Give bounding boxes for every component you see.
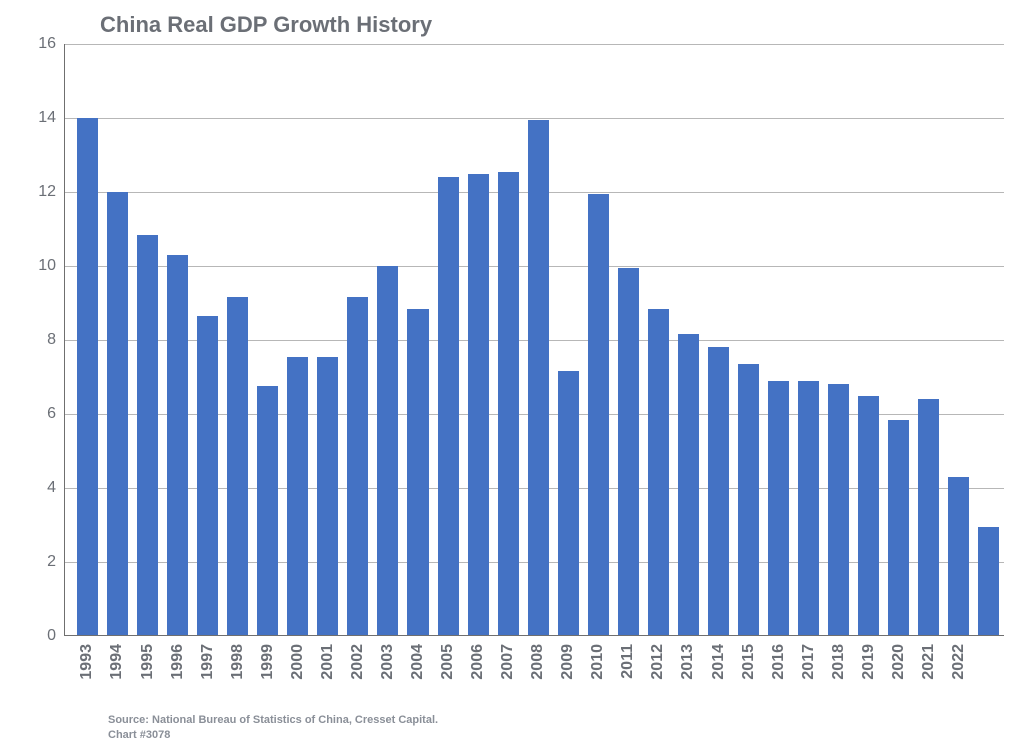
x-tick-label: 2003 xyxy=(379,644,397,680)
x-tick-label: 2014 xyxy=(710,644,728,680)
bar xyxy=(137,235,158,636)
y-tick-label: 12 xyxy=(38,183,64,201)
bar xyxy=(197,316,218,636)
x-tick-label: 1994 xyxy=(108,644,126,680)
source-line-2: Chart #3078 xyxy=(108,729,170,741)
bar xyxy=(287,357,308,636)
bar xyxy=(468,174,489,637)
x-tick-label: 1997 xyxy=(199,644,217,680)
x-tick-label: 2006 xyxy=(469,644,487,680)
bar xyxy=(107,192,128,636)
y-tick-label: 8 xyxy=(47,331,64,349)
bar xyxy=(167,255,188,636)
bar xyxy=(978,527,999,636)
bar xyxy=(347,297,368,636)
x-tick-label: 1993 xyxy=(78,644,96,680)
bar xyxy=(77,118,98,636)
gdp-bar-chart: China Real GDP Growth History 0246810121… xyxy=(0,0,1024,742)
bar xyxy=(768,381,789,636)
x-tick-label: 2009 xyxy=(559,644,577,680)
x-tick-label: 2007 xyxy=(499,644,517,680)
bar xyxy=(648,309,669,636)
x-tick-label: 2016 xyxy=(770,644,788,680)
x-tick-label: 1999 xyxy=(259,644,277,680)
y-tick-label: 2 xyxy=(47,553,64,571)
x-tick-label: 2017 xyxy=(800,644,818,680)
bar xyxy=(678,334,699,636)
x-tick-label: 2022 xyxy=(950,644,968,680)
x-tick-label: 2005 xyxy=(439,644,457,680)
bar xyxy=(227,297,248,636)
bar xyxy=(828,384,849,636)
source-line-1: Source: National Bureau of Statistics of… xyxy=(108,714,438,726)
bar xyxy=(948,477,969,636)
bar xyxy=(618,268,639,636)
x-tick-label: 2021 xyxy=(920,644,938,680)
x-axis-line xyxy=(64,635,1004,636)
x-tick-label: 2019 xyxy=(860,644,878,680)
bar xyxy=(588,194,609,636)
bar xyxy=(888,420,909,636)
y-tick-label: 4 xyxy=(47,479,64,497)
x-tick-label: 2015 xyxy=(740,644,758,680)
bar xyxy=(798,381,819,636)
x-tick-label: 2010 xyxy=(589,644,607,680)
x-tick-label: 2004 xyxy=(409,644,427,680)
bar xyxy=(708,347,729,636)
y-tick-label: 0 xyxy=(47,627,64,645)
bar xyxy=(738,364,759,636)
bar xyxy=(498,172,519,636)
x-tick-label: 1998 xyxy=(229,644,247,680)
bar xyxy=(528,120,549,636)
x-tick-label: 2012 xyxy=(649,644,667,680)
x-tick-label: 2013 xyxy=(679,644,697,680)
bars-container xyxy=(64,44,1004,636)
bar xyxy=(918,399,939,636)
x-tick-label: 2000 xyxy=(289,644,307,680)
bar xyxy=(317,357,338,636)
x-tick-label: 2008 xyxy=(529,644,547,680)
bar xyxy=(558,371,579,636)
y-tick-label: 16 xyxy=(38,35,64,53)
x-tick-label: 2002 xyxy=(349,644,367,680)
x-tick-label: 2018 xyxy=(830,644,848,680)
y-tick-label: 10 xyxy=(38,257,64,275)
x-tick-label: 1995 xyxy=(139,644,157,680)
x-tick-label: 2011 xyxy=(619,644,637,679)
bar xyxy=(407,309,428,636)
bar xyxy=(377,266,398,636)
chart-source: Source: National Bureau of Statistics of… xyxy=(108,713,438,743)
x-tick-label: 2020 xyxy=(890,644,908,680)
y-tick-label: 14 xyxy=(38,109,64,127)
bar xyxy=(438,177,459,636)
x-tick-label: 1996 xyxy=(169,644,187,680)
y-axis-line xyxy=(64,44,65,636)
bar xyxy=(858,396,879,637)
plot-area: 0246810121416 19931994199519961997199819… xyxy=(64,44,1004,636)
chart-title: China Real GDP Growth History xyxy=(100,12,432,38)
y-tick-label: 6 xyxy=(47,405,64,423)
x-tick-label: 2001 xyxy=(319,644,337,680)
bar xyxy=(257,386,278,636)
